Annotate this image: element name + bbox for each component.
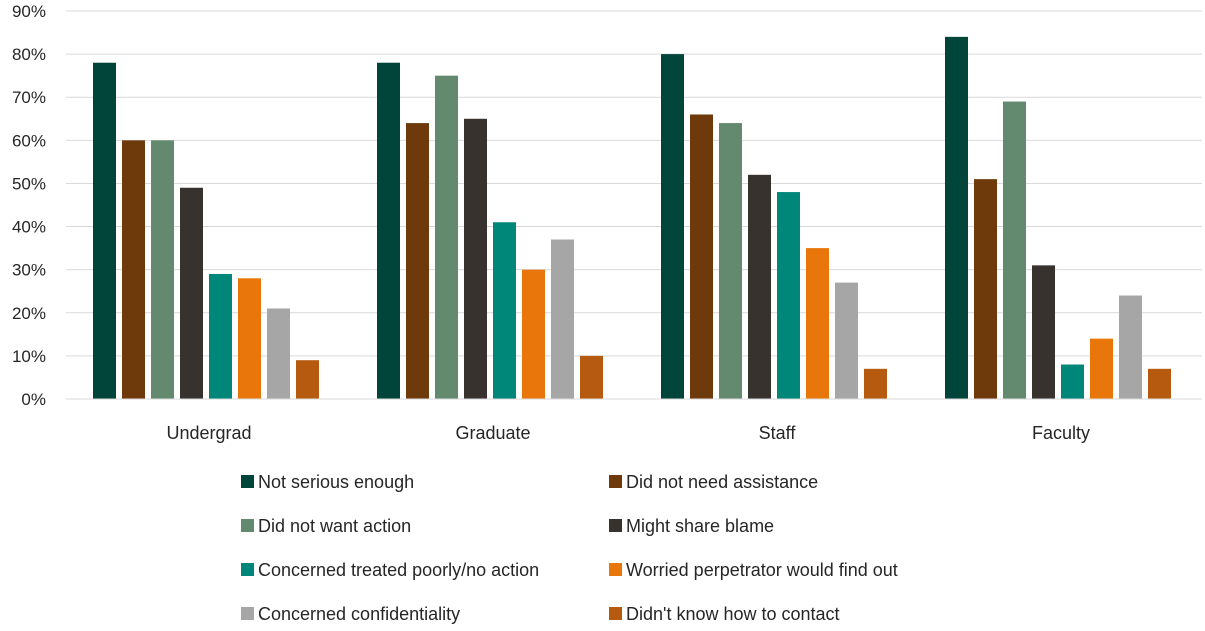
bar — [406, 123, 429, 399]
bar — [1119, 295, 1142, 399]
legend: Not serious enough Did not need assistanc… — [241, 472, 898, 624]
y-tick-label: 30% — [12, 261, 46, 280]
legend-item: Worried perpetrator would find out — [609, 560, 898, 580]
legend-label: Didn't know how to contact — [626, 604, 840, 624]
legend-item: Concerned confidentiality — [241, 604, 460, 624]
bar — [661, 54, 684, 399]
legend-swatch — [609, 519, 622, 532]
bar — [377, 62, 400, 399]
x-tick-label: Faculty — [1032, 423, 1090, 443]
legend-swatch — [241, 607, 254, 620]
bar — [719, 123, 742, 399]
bar — [522, 269, 545, 399]
legend-swatch — [241, 475, 254, 488]
bar — [945, 36, 968, 399]
bar — [1090, 338, 1113, 399]
bar — [864, 368, 887, 399]
y-tick-label: 90% — [12, 2, 46, 21]
bar — [974, 179, 997, 399]
bar — [209, 273, 232, 399]
legend-swatch — [241, 519, 254, 532]
legend-label: Not serious enough — [258, 472, 414, 492]
bar — [806, 248, 829, 399]
legend-label: Worried perpetrator would find out — [626, 560, 898, 580]
bar — [580, 355, 603, 399]
y-tick-label: 50% — [12, 174, 46, 193]
y-tick-label: 70% — [12, 88, 46, 107]
y-tick-label: 60% — [12, 131, 46, 150]
bar — [551, 239, 574, 399]
bar — [835, 282, 858, 399]
legend-label: Concerned confidentiality — [258, 604, 460, 624]
bar — [464, 118, 487, 400]
x-tick-label: Staff — [759, 423, 797, 443]
bar — [1061, 364, 1084, 399]
x-tick-label: Undergrad — [166, 423, 251, 443]
x-tick-label: Graduate — [455, 423, 530, 443]
bars — [93, 36, 1171, 400]
legend-item: Didn't know how to contact — [609, 604, 840, 624]
legend-item: Did not need assistance — [609, 472, 818, 492]
legend-item: Not serious enough — [241, 472, 414, 492]
gridlines — [66, 10, 1202, 357]
y-tick-label: 80% — [12, 45, 46, 64]
bar — [1032, 265, 1055, 399]
bar — [238, 278, 261, 399]
legend-swatch — [241, 563, 254, 576]
bar — [435, 75, 458, 400]
y-axis-tick-labels: 0% 10% 20% 30% 40% 50% 60% 70% 80% 90% — [12, 2, 46, 409]
legend-item: Did not want action — [241, 516, 411, 536]
legend-item: Concerned treated poorly/no action — [241, 560, 539, 580]
bar — [690, 114, 713, 399]
legend-label: Concerned treated poorly/no action — [258, 560, 539, 580]
y-tick-label: 40% — [12, 218, 46, 237]
bar — [93, 62, 116, 399]
bar — [777, 192, 800, 399]
bar — [180, 187, 203, 399]
y-tick-label: 20% — [12, 304, 46, 323]
bar — [748, 174, 771, 399]
bar — [1003, 101, 1026, 400]
bar — [151, 140, 174, 400]
legend-swatch — [609, 607, 622, 620]
legend-label: Did not need assistance — [626, 472, 818, 492]
bar — [296, 360, 319, 399]
x-axis: Undergrad Graduate Staff Faculty — [66, 398, 1202, 443]
y-tick-label: 10% — [12, 347, 46, 366]
y-tick-label: 0% — [21, 390, 46, 409]
legend-swatch — [609, 475, 622, 488]
bar — [1148, 368, 1171, 399]
bar — [493, 222, 516, 399]
legend-swatch — [609, 563, 622, 576]
legend-item: Might share blame — [609, 516, 774, 536]
legend-label: Might share blame — [626, 516, 774, 536]
legend-label: Did not want action — [258, 516, 411, 536]
bar — [122, 140, 145, 400]
bar — [267, 308, 290, 399]
